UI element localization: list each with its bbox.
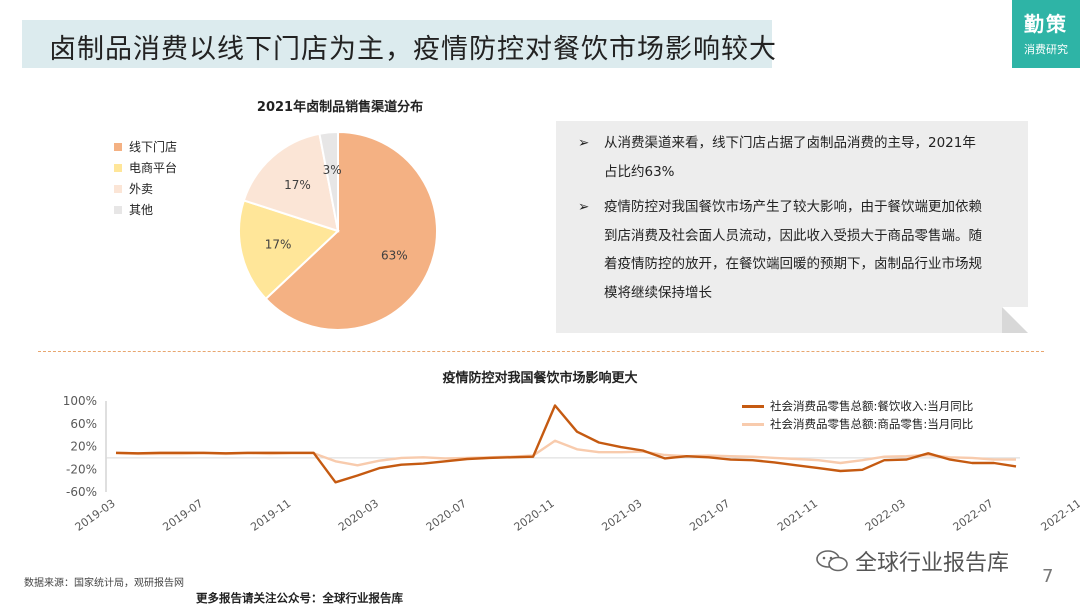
x-tick-label: 2019-03 — [73, 497, 118, 534]
pie-slice — [242, 132, 340, 233]
series-line — [115, 404, 1017, 484]
legend-line-swatch — [742, 404, 764, 408]
source-note: 数据来源：国家统计局，观研报告网 — [24, 578, 184, 589]
legend-line-swatch — [742, 422, 764, 426]
pie-slice — [238, 199, 340, 301]
legend-label: 其他 — [129, 203, 154, 217]
x-tick-label: 2019-07 — [160, 497, 205, 534]
pie-slice — [318, 130, 339, 232]
pie-chart: 63% 17% 17% 3% — [238, 130, 438, 331]
bullet-text: 从消费渠道来看，线下门店占据了卤制品消费的主导，2021年占比约63% — [604, 135, 976, 180]
bullet-item: ➢ 疫情防控对我国餐饮市场产生了较大影响，由于餐饮端更加依赖到店消费及社会面人员… — [578, 193, 988, 307]
y-tick-label: 100% — [63, 394, 97, 408]
legend-label: 线下门店 — [129, 140, 178, 154]
x-tick-label: 2020-11 — [512, 497, 557, 534]
brand-subtitle: 消费研究 — [1024, 43, 1068, 56]
arrow-bullet-icon: ➢ — [578, 199, 590, 215]
pie-chart-title: 2021年卤制品销售渠道分布 — [256, 100, 424, 115]
legend-label: 外卖 — [129, 182, 154, 196]
legend-label: 社会消费品零售总额:商品零售:当月同比 — [770, 417, 974, 431]
page-fold-corner — [1002, 307, 1028, 333]
section-divider — [38, 351, 1044, 352]
bullet-item: ➢ 从消费渠道来看，线下门店占据了卤制品消费的主导，2021年占比约63% — [578, 129, 988, 186]
x-tick-label: 2022-07 — [951, 497, 996, 534]
x-tick-label: 2022-03 — [863, 497, 908, 534]
arrow-bullet-icon: ➢ — [578, 135, 590, 151]
title-bar: 卤制品消费以线下门店为主，疫情防控对餐饮市场影响较大 — [22, 20, 776, 68]
legend-item: 外卖 — [114, 178, 177, 199]
pie-slice-label: 17% — [265, 237, 292, 251]
legend-item: 其他 — [114, 199, 177, 220]
legend-swatch — [114, 184, 122, 193]
legend-item: 线下门店 — [114, 136, 177, 157]
watermark: 全球行业报告库 — [815, 545, 1009, 577]
x-tick-label: 2021-07 — [687, 497, 732, 534]
bullet-text: 疫情防控对我国餐饮市场产生了较大影响，由于餐饮端更加依赖到店消费及社会面人员流动… — [604, 199, 982, 301]
page-title: 卤制品消费以线下门店为主，疫情防控对餐饮市场影响较大 — [49, 34, 777, 65]
x-tick-label: 2022-11 — [1039, 497, 1080, 534]
y-tick-label: -60% — [66, 485, 97, 499]
pie-slice-label: 17% — [284, 178, 311, 192]
page-number: 7 — [1042, 566, 1054, 587]
line-chart: 100% 60% 20% -20% -60%2019-03 2019-07 2019-11 2… — [63, 394, 1080, 534]
line-legend: 社会消费品零售总额:餐饮收入:当月同比 社会消费品零售总额:商品零售:当月同比 — [742, 397, 973, 433]
pie-legend: 线下门店电商平台外卖其他 — [114, 136, 177, 220]
legend-swatch — [114, 163, 122, 172]
footer-note: 更多报告请关注公众号：全球行业报告库 — [196, 591, 403, 605]
pie-slice-label: 3% — [323, 163, 342, 177]
legend-label: 电商平台 — [129, 161, 178, 175]
legend-label: 社会消费品零售总额:餐饮收入:当月同比 — [770, 399, 974, 413]
x-tick-label: 2019-11 — [248, 497, 293, 534]
brand-name: 勤策 — [1024, 12, 1068, 36]
legend-item: 电商平台 — [114, 157, 177, 178]
text-panel: ➢ 从消费渠道来看，线下门店占据了卤制品消费的主导，2021年占比约63% ➢ … — [556, 121, 1028, 333]
y-tick-label: -20% — [66, 462, 97, 476]
brand-logo: 勤策 消费研究 — [1012, 0, 1080, 68]
legend-swatch — [114, 142, 122, 151]
x-tick-label: 2020-03 — [336, 497, 381, 534]
x-tick-label: 2021-03 — [599, 497, 644, 534]
y-tick-label: 20% — [70, 440, 97, 454]
legend-item: 社会消费品零售总额:餐饮收入:当月同比 — [742, 397, 973, 415]
y-tick-label: 60% — [70, 417, 97, 431]
x-tick-label: 2020-07 — [424, 497, 469, 534]
watermark-text: 全球行业报告库 — [855, 551, 1010, 576]
legend-item: 社会消费品零售总额:商品零售:当月同比 — [742, 415, 973, 433]
legend-swatch — [114, 205, 122, 214]
x-tick-label: 2021-11 — [775, 497, 820, 534]
line-chart-title: 疫情防控对我国餐饮市场影响更大 — [442, 371, 638, 386]
pie-slice-label: 63% — [381, 248, 408, 262]
pie-slice — [264, 130, 438, 331]
wechat-icon — [816, 550, 848, 572]
